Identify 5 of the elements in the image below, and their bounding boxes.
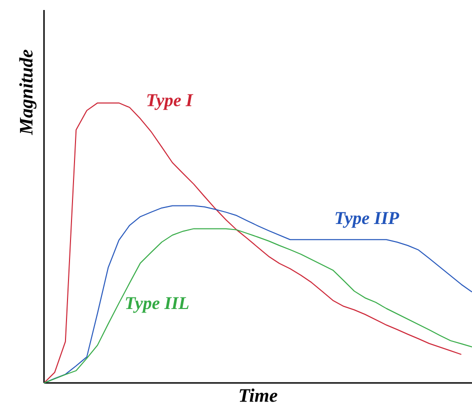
series-label: Type I: [147, 94, 194, 110]
series-label: Type IIL: [126, 297, 189, 313]
y-axis-title: Magnitude: [19, 50, 36, 136]
x-axis-title: Time: [240, 388, 278, 402]
series-label: Type IIP: [336, 212, 400, 228]
